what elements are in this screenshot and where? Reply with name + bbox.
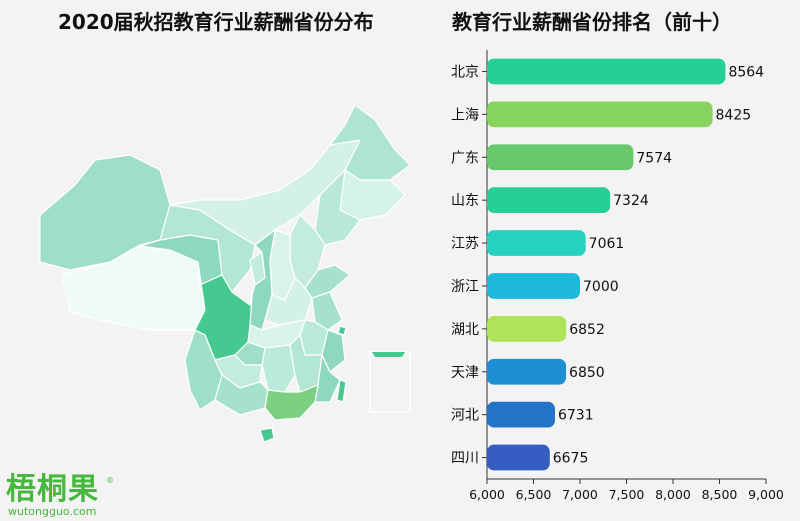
category-label: 四川 bbox=[451, 451, 479, 467]
map-title: 2020届秋招教育行业薪酬省份分布 bbox=[58, 10, 374, 34]
x-tick-label: 8,500 bbox=[702, 487, 738, 502]
bar bbox=[487, 444, 550, 471]
value-label: 6675 bbox=[553, 451, 589, 467]
category-label: 湖北 bbox=[451, 322, 479, 338]
brand-logo: 梧桐果 wutongguo.com ® bbox=[6, 474, 116, 518]
category-label: 山东 bbox=[451, 193, 479, 209]
x-tick-label: 7,000 bbox=[562, 487, 598, 502]
value-label: 6731 bbox=[558, 408, 594, 424]
value-label: 7324 bbox=[613, 193, 649, 209]
brand-url: wutongguo.com bbox=[8, 505, 97, 518]
map-region-taiwan bbox=[336, 379, 347, 403]
bar bbox=[487, 401, 555, 428]
x-tick-label: 9,000 bbox=[748, 487, 784, 502]
value-label: 7061 bbox=[589, 236, 625, 252]
china-province-map bbox=[39, 104, 411, 443]
trademark-icon: ® bbox=[106, 476, 114, 485]
bar bbox=[487, 358, 567, 385]
bar bbox=[487, 144, 634, 171]
category-label: 河北 bbox=[451, 408, 479, 424]
bar bbox=[487, 101, 713, 128]
map-region-zhejiang bbox=[321, 329, 346, 373]
x-tick-label: 6,000 bbox=[469, 487, 505, 502]
value-label: 8425 bbox=[716, 107, 752, 123]
x-tick-label: 6,500 bbox=[516, 487, 552, 502]
bar-chart-title: 教育行业薪酬省份排名（前十） bbox=[452, 10, 732, 34]
x-tick-label: 7,500 bbox=[609, 487, 645, 502]
category-label: 广东 bbox=[451, 150, 479, 166]
bar bbox=[487, 273, 580, 299]
bar bbox=[487, 187, 611, 214]
x-tick-label: 8,000 bbox=[655, 487, 691, 502]
bar bbox=[487, 315, 567, 342]
bar bbox=[487, 58, 726, 85]
value-label: 6852 bbox=[569, 322, 605, 338]
value-label: 7574 bbox=[636, 150, 672, 166]
brand-name: 梧桐果 bbox=[6, 472, 99, 507]
bar bbox=[487, 230, 586, 256]
value-label: 7000 bbox=[583, 279, 619, 295]
category-label: 天津 bbox=[451, 365, 479, 381]
map-region-hainan bbox=[259, 427, 275, 443]
map-region-heilongjiang bbox=[329, 104, 411, 181]
category-label: 上海 bbox=[451, 107, 479, 123]
map-region-shanghai bbox=[337, 325, 347, 336]
south-china-sea-inset bbox=[369, 351, 411, 413]
category-label: 江苏 bbox=[451, 236, 479, 252]
value-label: 8564 bbox=[728, 64, 764, 80]
category-label: 浙江 bbox=[451, 279, 479, 295]
category-label: 北京 bbox=[451, 64, 479, 80]
map-region-guangdong bbox=[264, 384, 319, 421]
map-region-jiangsu bbox=[311, 291, 343, 331]
value-label: 6850 bbox=[569, 365, 605, 381]
